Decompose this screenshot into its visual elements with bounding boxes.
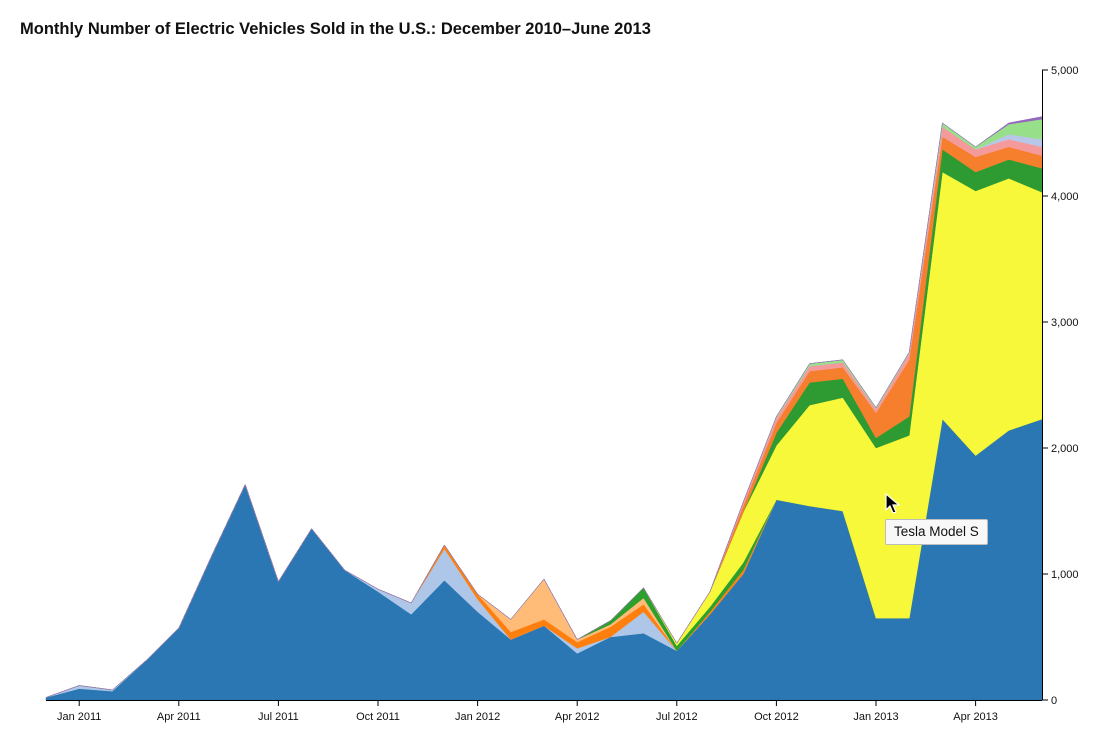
- x-tick-label: Apr 2013: [953, 711, 998, 723]
- y-tick-label: 1,000: [1051, 569, 1079, 581]
- x-tick-label: Oct 2011: [356, 711, 400, 723]
- series-tooltip: Tesla Model S: [885, 519, 988, 545]
- x-tick-label: Apr 2012: [555, 711, 600, 723]
- chart-title: Monthly Number of Electric Vehicles Sold…: [20, 20, 651, 38]
- x-tick-label: Apr 2011: [157, 711, 201, 723]
- y-tick-label: 2,000: [1051, 443, 1079, 455]
- x-tick-label: Jan 2011: [57, 711, 101, 723]
- x-tick-label: Oct 2012: [754, 711, 799, 723]
- y-tick-label: 4,000: [1051, 191, 1079, 203]
- series-areas: [45, 116, 1043, 701]
- mouse-pointer-icon: [885, 493, 901, 514]
- x-axis: Jan 2011 Apr 2011 Jul 2011 Oct 2011 Jan 2012…: [46, 700, 1042, 723]
- y-tick-label: 0: [1051, 695, 1057, 707]
- y-axis: 0 1,000 2,000 3,000 4,000 5,000: [1042, 65, 1079, 707]
- y-tick-label: 3,000: [1051, 317, 1079, 329]
- x-tick-label: Jan 2012: [455, 711, 500, 723]
- x-tick-label: Jan 2013: [853, 711, 898, 723]
- x-tick-label: Jul 2011: [258, 711, 299, 723]
- x-tick-label: Jul 2012: [656, 711, 698, 723]
- y-tick-label: 5,000: [1051, 65, 1079, 77]
